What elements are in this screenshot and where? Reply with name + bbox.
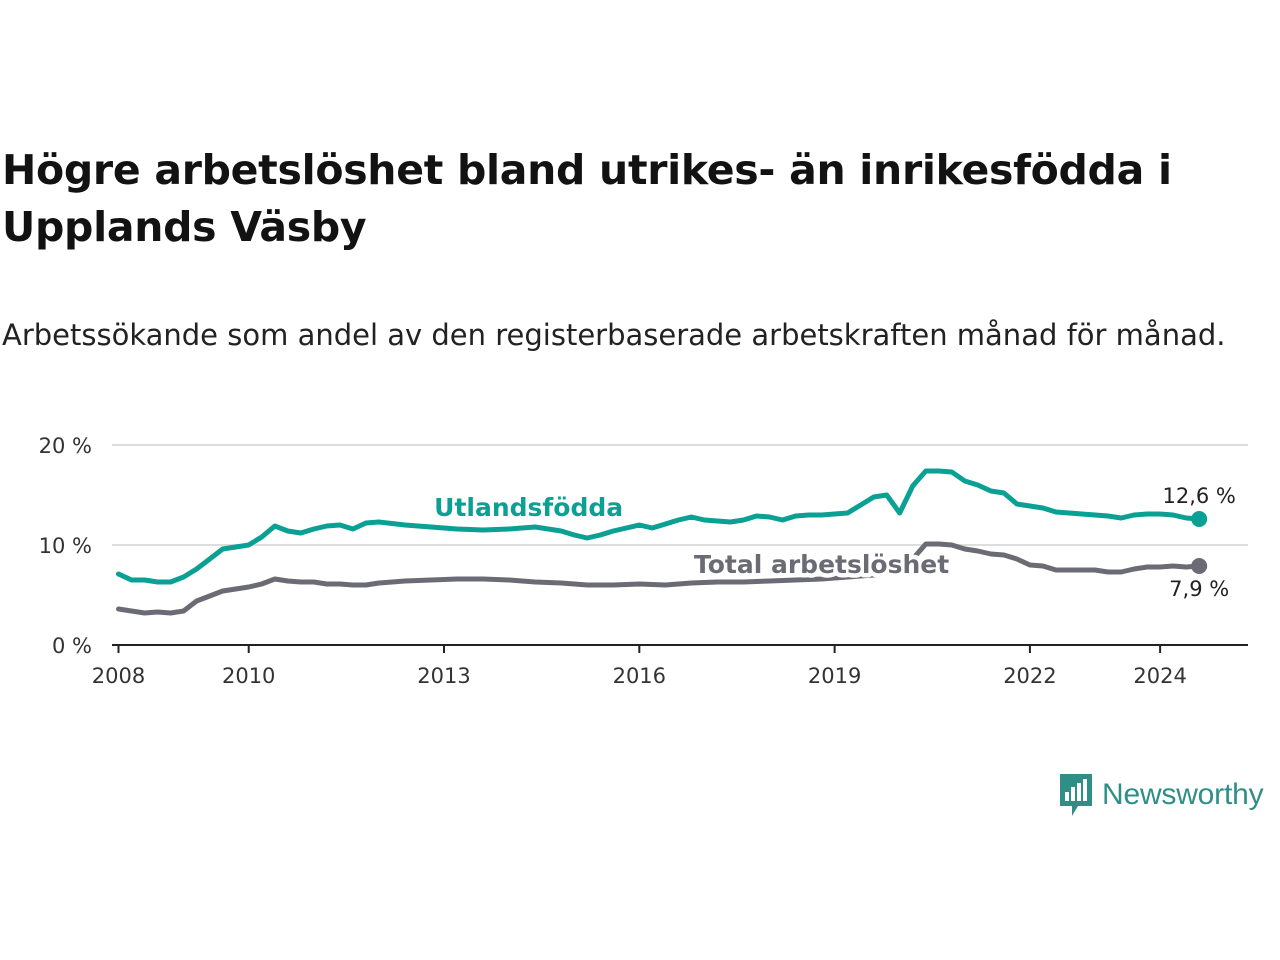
y-tick-label: 0 % xyxy=(52,634,92,658)
x-tick-label: 2024 xyxy=(1133,664,1186,688)
axes: 0 % 10 % 20 % 2008 2010 2013 2016 2019 2022 2024 xyxy=(39,434,1248,688)
chart-subtitle: Arbetssökande som andel av den registerb… xyxy=(2,318,1226,352)
newsworthy-logo-icon xyxy=(1060,774,1092,816)
x-tick-label: 2019 xyxy=(808,664,861,688)
chart-title: Högre arbetslöshet bland utrikes- än inr… xyxy=(2,146,1172,251)
series-lines xyxy=(116,468,1208,616)
series-labels: Utlandsfödda Total arbetslöshet 12,6 % 7,9 … xyxy=(430,481,1239,604)
series-line-utlandsfodda xyxy=(116,468,1202,585)
series-line-total-arbetsloshet xyxy=(116,541,1202,616)
x-tick-label: 2013 xyxy=(417,664,470,688)
line-chart: 0 %10 %20 %2008 2010 2013 2016 2019 2022 2024 … xyxy=(39,434,1248,688)
x-tick-label: 2016 xyxy=(613,664,666,688)
y-tick-label: 10 % xyxy=(39,534,92,558)
x-tick-label: 2022 xyxy=(1003,664,1056,688)
x-tick-label: 2010 xyxy=(222,664,275,688)
end-value-label: 7,9 % xyxy=(1169,577,1229,601)
y-tick-label: 20 % xyxy=(39,434,92,458)
series-label: Total arbetslöshet xyxy=(694,550,949,579)
x-tick-label: 2008 xyxy=(92,664,145,688)
series-label: Utlandsfödda xyxy=(434,493,623,522)
brand-name: Newsworthy xyxy=(1102,778,1264,811)
end-value-label: 12,6 % xyxy=(1162,484,1235,508)
end-point-total-arbetsloshet xyxy=(1191,558,1208,574)
end-point-utlandsfodda xyxy=(1191,511,1208,527)
brand-logo: Newsworthy xyxy=(1058,772,1264,818)
grid-lines xyxy=(112,444,1248,546)
